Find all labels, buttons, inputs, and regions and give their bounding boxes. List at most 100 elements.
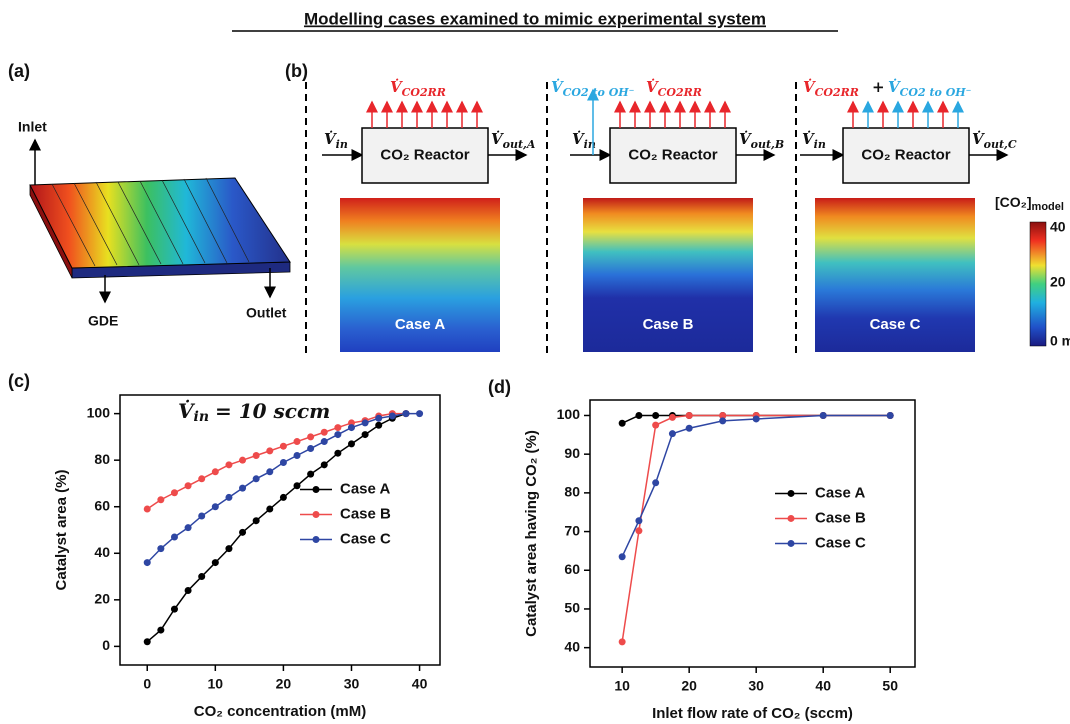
- gde-label: GDE: [88, 313, 118, 329]
- data-point: [652, 421, 660, 429]
- x-tick-label: 50: [882, 678, 898, 694]
- data-point: [252, 452, 260, 460]
- data-point: [279, 442, 287, 450]
- legend-label: Case C: [340, 530, 391, 547]
- data-point: [668, 413, 676, 421]
- colorbar-label: 20 mM: [1050, 274, 1070, 290]
- reactor-label: CO₂ Reactor: [628, 146, 717, 163]
- data-point: [266, 468, 274, 476]
- flow-subscript: CO2 to OH⁻: [900, 86, 972, 99]
- x-tick-label: 40: [815, 678, 831, 694]
- x-tick-label: 40: [412, 676, 428, 692]
- data-point: [252, 517, 260, 525]
- data-point: [347, 424, 355, 432]
- flow-label: V̇CO2RR: [646, 78, 702, 99]
- y-tick-label: 70: [564, 522, 580, 538]
- panel-label: (c): [8, 371, 30, 391]
- plot-frame: [119, 394, 441, 666]
- y-tick-label: 60: [564, 561, 580, 577]
- colorbar-label: 40 mM: [1050, 219, 1070, 235]
- concentration-map: [815, 198, 975, 352]
- legend-marker: [312, 536, 320, 543]
- legend-marker: [787, 539, 795, 547]
- y-tick-label: 100: [557, 406, 581, 422]
- y-tick-label: 100: [87, 404, 111, 420]
- annotation: V̇in = 10 sccm: [178, 399, 330, 426]
- data-point: [320, 438, 328, 446]
- flow-label: V̇out,C: [972, 130, 1017, 151]
- data-point: [266, 447, 274, 455]
- legend-label: Case C: [815, 534, 866, 551]
- data-point: [307, 470, 315, 478]
- data-point: [347, 440, 355, 448]
- data-point: [239, 484, 247, 492]
- flow-label: V̇in: [324, 130, 348, 151]
- reactor-box: [361, 127, 489, 184]
- x-axis-label: CO₂ concentration (mM): [194, 703, 367, 720]
- panel-label: (b): [285, 61, 308, 81]
- data-point: [618, 638, 626, 646]
- colorbar-title-main: [CO₂]: [995, 194, 1032, 210]
- x-tick-label: 10: [208, 676, 224, 692]
- flow-label: V̇out,B: [739, 130, 784, 151]
- flow-symbol: V̇: [572, 130, 585, 148]
- data-point: [211, 503, 219, 511]
- divider: [305, 82, 797, 358]
- data-point: [320, 461, 328, 469]
- legend-label: Case B: [340, 505, 391, 522]
- outlet-label: Outlet: [246, 305, 287, 321]
- data-point: [239, 528, 247, 536]
- flow-label: V̇CO2 to OH⁻: [551, 78, 635, 99]
- data-point: [293, 452, 301, 460]
- figure-title: Modelling cases examined to mimic experi…: [304, 9, 766, 28]
- data-point: [293, 482, 301, 490]
- reactor-box: [609, 127, 737, 184]
- flow-symbol: V̇: [551, 78, 564, 96]
- panel-label: (a): [8, 61, 30, 81]
- data-point: [157, 496, 165, 504]
- data-point: [184, 587, 192, 595]
- flow-symbol: V̇: [739, 130, 752, 148]
- legend-marker: [312, 486, 320, 493]
- data-point: [334, 431, 342, 439]
- data-point: [635, 517, 643, 525]
- x-tick-label: 30: [344, 676, 360, 692]
- concentration-map: [583, 198, 753, 352]
- annotation-text: = 10 sccm: [215, 399, 330, 423]
- data-point: [886, 411, 894, 419]
- data-point: [685, 424, 693, 432]
- legend-marker: [312, 511, 320, 518]
- data-point: [618, 553, 626, 561]
- data-point: [225, 493, 233, 501]
- data-point: [239, 456, 247, 464]
- annotation-symbol: V̇: [178, 399, 196, 423]
- x-tick-label: 20: [681, 678, 697, 694]
- case-label: Case C: [870, 316, 921, 333]
- inlet-label: Inlet: [18, 119, 47, 135]
- flow-symbol: V̇: [324, 130, 337, 148]
- flow-subscript: CO2RR: [658, 86, 702, 99]
- x-axis-label: Inlet flow rate of CO₂ (sccm): [652, 705, 853, 722]
- data-point: [211, 559, 219, 567]
- data-point: [668, 430, 676, 438]
- plus-sign: +: [872, 78, 885, 96]
- flow-symbol: V̇: [491, 130, 504, 148]
- flow-symbol: V̇: [390, 78, 403, 96]
- data-point: [752, 415, 760, 423]
- data-point: [143, 638, 151, 646]
- flow-subscript: in: [814, 138, 826, 151]
- data-point: [416, 410, 424, 418]
- data-point: [375, 414, 383, 422]
- y-tick-label: 50: [564, 600, 580, 616]
- data-point: [266, 505, 274, 513]
- flow-subscript: out,A: [503, 138, 536, 151]
- data-point: [184, 524, 192, 532]
- data-point: [719, 411, 727, 419]
- flow-label: V̇CO2 to OH⁻: [888, 78, 972, 99]
- data-point: [635, 411, 643, 419]
- data-point: [198, 512, 206, 520]
- flow-subscript: CO2RR: [402, 86, 446, 99]
- colorbar-title-sub: model: [1032, 201, 1064, 213]
- flow-label: V̇in: [802, 130, 826, 151]
